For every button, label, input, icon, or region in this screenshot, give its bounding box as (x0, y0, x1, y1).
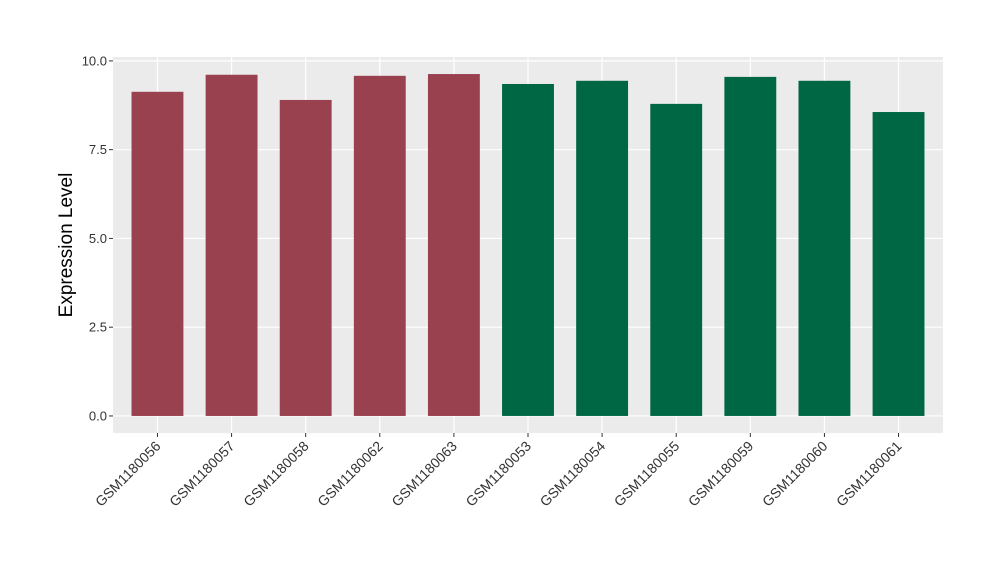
bar (502, 83, 554, 416)
x-tick-label: GSM1180053 (462, 438, 534, 510)
x-tick-label: GSM1180058 (240, 438, 312, 510)
bar (205, 74, 258, 416)
y-tick-label: 0.0 (89, 408, 107, 423)
x-tick-label: GSM1180062 (314, 438, 386, 510)
y-tick-label: 10.0 (82, 53, 107, 68)
y-tick-label: 7.5 (89, 142, 107, 157)
y-tick-label: 5.0 (89, 231, 107, 246)
bar (353, 75, 406, 416)
bar (576, 80, 629, 416)
y-tick-label: 2.5 (89, 320, 107, 335)
x-tick-label: GSM1180056 (92, 438, 164, 510)
bar (650, 103, 703, 416)
bar (427, 74, 480, 416)
x-tick-label: GSM1180059 (685, 438, 757, 510)
bar (798, 80, 851, 416)
y-axis-title: Expression Level (56, 173, 77, 318)
bar (279, 99, 332, 416)
bar (872, 112, 925, 416)
x-tick-label: GSM1180055 (611, 438, 683, 510)
x-tick-label: GSM1180054 (537, 438, 609, 510)
x-tick-label: GSM1180063 (388, 438, 460, 510)
x-tick-label: GSM1180057 (166, 438, 238, 510)
bar (131, 91, 184, 416)
bar (724, 76, 777, 416)
x-tick-label: GSM1180060 (759, 438, 831, 510)
x-tick-label: GSM1180061 (833, 438, 905, 510)
